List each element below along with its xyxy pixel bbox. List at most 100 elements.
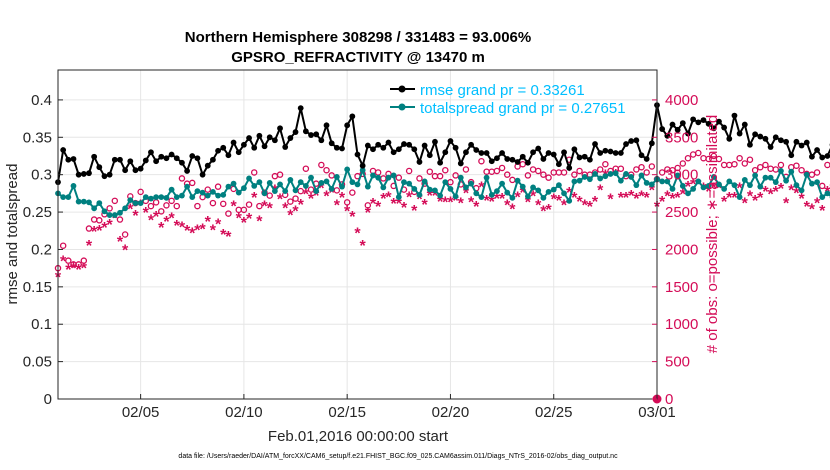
rmse-point bbox=[60, 147, 67, 153]
totalspread-point bbox=[437, 192, 444, 199]
rmse-point bbox=[571, 146, 578, 153]
assimilated-obs-point: * bbox=[514, 189, 521, 206]
assimilated-obs-point: * bbox=[432, 188, 439, 205]
possible-obs-point bbox=[194, 202, 201, 210]
possible-obs-point bbox=[442, 166, 449, 174]
assimilated-obs-point: * bbox=[422, 197, 429, 214]
totalspread-point bbox=[762, 174, 769, 181]
rmse-point bbox=[710, 125, 717, 132]
rmse-point bbox=[137, 165, 144, 172]
assimilated-obs-point: * bbox=[184, 223, 191, 240]
rmse-point bbox=[184, 168, 190, 174]
totalspread-point bbox=[695, 178, 702, 185]
totalspread-point bbox=[323, 178, 330, 185]
totalspread-point bbox=[173, 194, 180, 201]
possible-obs-point bbox=[658, 169, 666, 176]
y-right-tick-label: 3000 bbox=[665, 167, 698, 184]
rmse-point bbox=[514, 159, 521, 165]
assimilated-obs-point: * bbox=[251, 190, 258, 207]
possible-obs-point bbox=[276, 171, 284, 178]
possible-obs-point bbox=[545, 174, 552, 181]
possible-obs-point bbox=[638, 163, 645, 171]
rmse-point bbox=[762, 135, 769, 142]
possible-obs-point bbox=[147, 202, 155, 210]
totalspread-point bbox=[287, 177, 294, 183]
totalspread-point bbox=[86, 199, 92, 206]
totalspread-point bbox=[747, 182, 753, 189]
totalspread-point bbox=[261, 190, 268, 197]
totalspread-point bbox=[137, 200, 144, 206]
totalspread-point bbox=[256, 179, 263, 186]
rmse-point bbox=[545, 150, 552, 156]
totalspread-point bbox=[168, 186, 175, 193]
totalspread-point bbox=[561, 190, 567, 197]
possible-obs-point bbox=[534, 167, 542, 175]
possible-obs-point bbox=[813, 169, 821, 176]
totalspread-point bbox=[783, 177, 789, 184]
y-left-tick-label: 0.35 bbox=[23, 129, 52, 146]
totalspread-point bbox=[452, 193, 459, 200]
possible-obs-point bbox=[209, 199, 217, 207]
possible-obs-point bbox=[726, 161, 733, 169]
totalspread-point bbox=[685, 190, 691, 197]
assimilated-obs-point: * bbox=[401, 200, 408, 217]
y-left-tick-label: 0 bbox=[44, 391, 52, 408]
possible-obs-point bbox=[116, 216, 124, 223]
totalspread-point bbox=[111, 212, 118, 218]
legend-spread-marker bbox=[398, 103, 406, 111]
chart-title-line1: Northern Hemisphere 308298 / 331483 = 93… bbox=[185, 29, 531, 46]
rmse-point bbox=[210, 156, 216, 163]
possible-obs-point bbox=[757, 163, 764, 171]
rmse-point bbox=[302, 128, 309, 135]
assimilated-obs-point: * bbox=[60, 254, 67, 271]
rmse-point bbox=[617, 150, 624, 156]
possible-obs-point bbox=[772, 166, 780, 173]
possible-obs-point bbox=[405, 167, 413, 175]
assimilated-obs-point: * bbox=[303, 186, 310, 203]
assimilated-obs-point: * bbox=[545, 202, 552, 219]
totalspread-point bbox=[581, 174, 588, 180]
x-tick-label: 02/15 bbox=[328, 404, 366, 421]
assimilated-obs-point: * bbox=[649, 183, 656, 200]
assimilated-obs-point: * bbox=[509, 201, 516, 218]
rmse-point bbox=[318, 137, 325, 144]
assimilated-obs-point: * bbox=[747, 189, 754, 206]
totalspread-point bbox=[359, 167, 366, 174]
y-right-tick-label: 1000 bbox=[665, 316, 698, 333]
rmse-point bbox=[292, 129, 299, 135]
totalspread-point bbox=[483, 174, 490, 181]
assimilated-obs-point: * bbox=[65, 262, 72, 279]
assimilated-obs-point: * bbox=[334, 198, 341, 215]
possible-obs-point bbox=[96, 217, 103, 224]
totalspread-point bbox=[246, 175, 252, 182]
possible-obs-point bbox=[689, 151, 697, 158]
assimilated-obs-point: * bbox=[112, 210, 119, 227]
totalspread-point bbox=[623, 171, 629, 177]
assimilated-obs-point: * bbox=[148, 213, 155, 230]
rmse-point bbox=[132, 167, 139, 174]
assimilated-obs-point: * bbox=[375, 199, 382, 216]
y-right-tick-label: 2000 bbox=[665, 241, 698, 258]
assimilated-obs-point: * bbox=[406, 189, 413, 206]
possible-obs-point bbox=[59, 242, 67, 249]
possible-obs-point bbox=[250, 169, 258, 176]
y-left-tick-label: 0.3 bbox=[31, 167, 52, 184]
possible-obs-point bbox=[65, 257, 72, 264]
assimilated-obs-point: * bbox=[256, 213, 263, 230]
rmse-point bbox=[597, 150, 604, 156]
assimilated-obs-point: * bbox=[298, 197, 305, 214]
assimilated-obs-point: * bbox=[675, 190, 682, 207]
footer-data-file: data file: /Users/raeder/DAI/ATM_forcXX/… bbox=[178, 453, 618, 460]
possible-obs-point bbox=[323, 166, 330, 174]
totalspread-point bbox=[705, 182, 712, 189]
assimilated-obs-point: * bbox=[783, 195, 790, 212]
rmse-point bbox=[163, 155, 170, 162]
x-axis-label: Feb.01,2016 00:00:00 start bbox=[268, 428, 449, 445]
totalspread-point bbox=[499, 180, 505, 187]
rmse-point bbox=[271, 137, 278, 144]
totalspread-point bbox=[349, 179, 356, 186]
totalspread-point bbox=[344, 166, 351, 173]
rmse-point bbox=[313, 131, 320, 138]
assimilated-obs-point: * bbox=[442, 195, 449, 212]
rmse-point bbox=[633, 137, 640, 144]
